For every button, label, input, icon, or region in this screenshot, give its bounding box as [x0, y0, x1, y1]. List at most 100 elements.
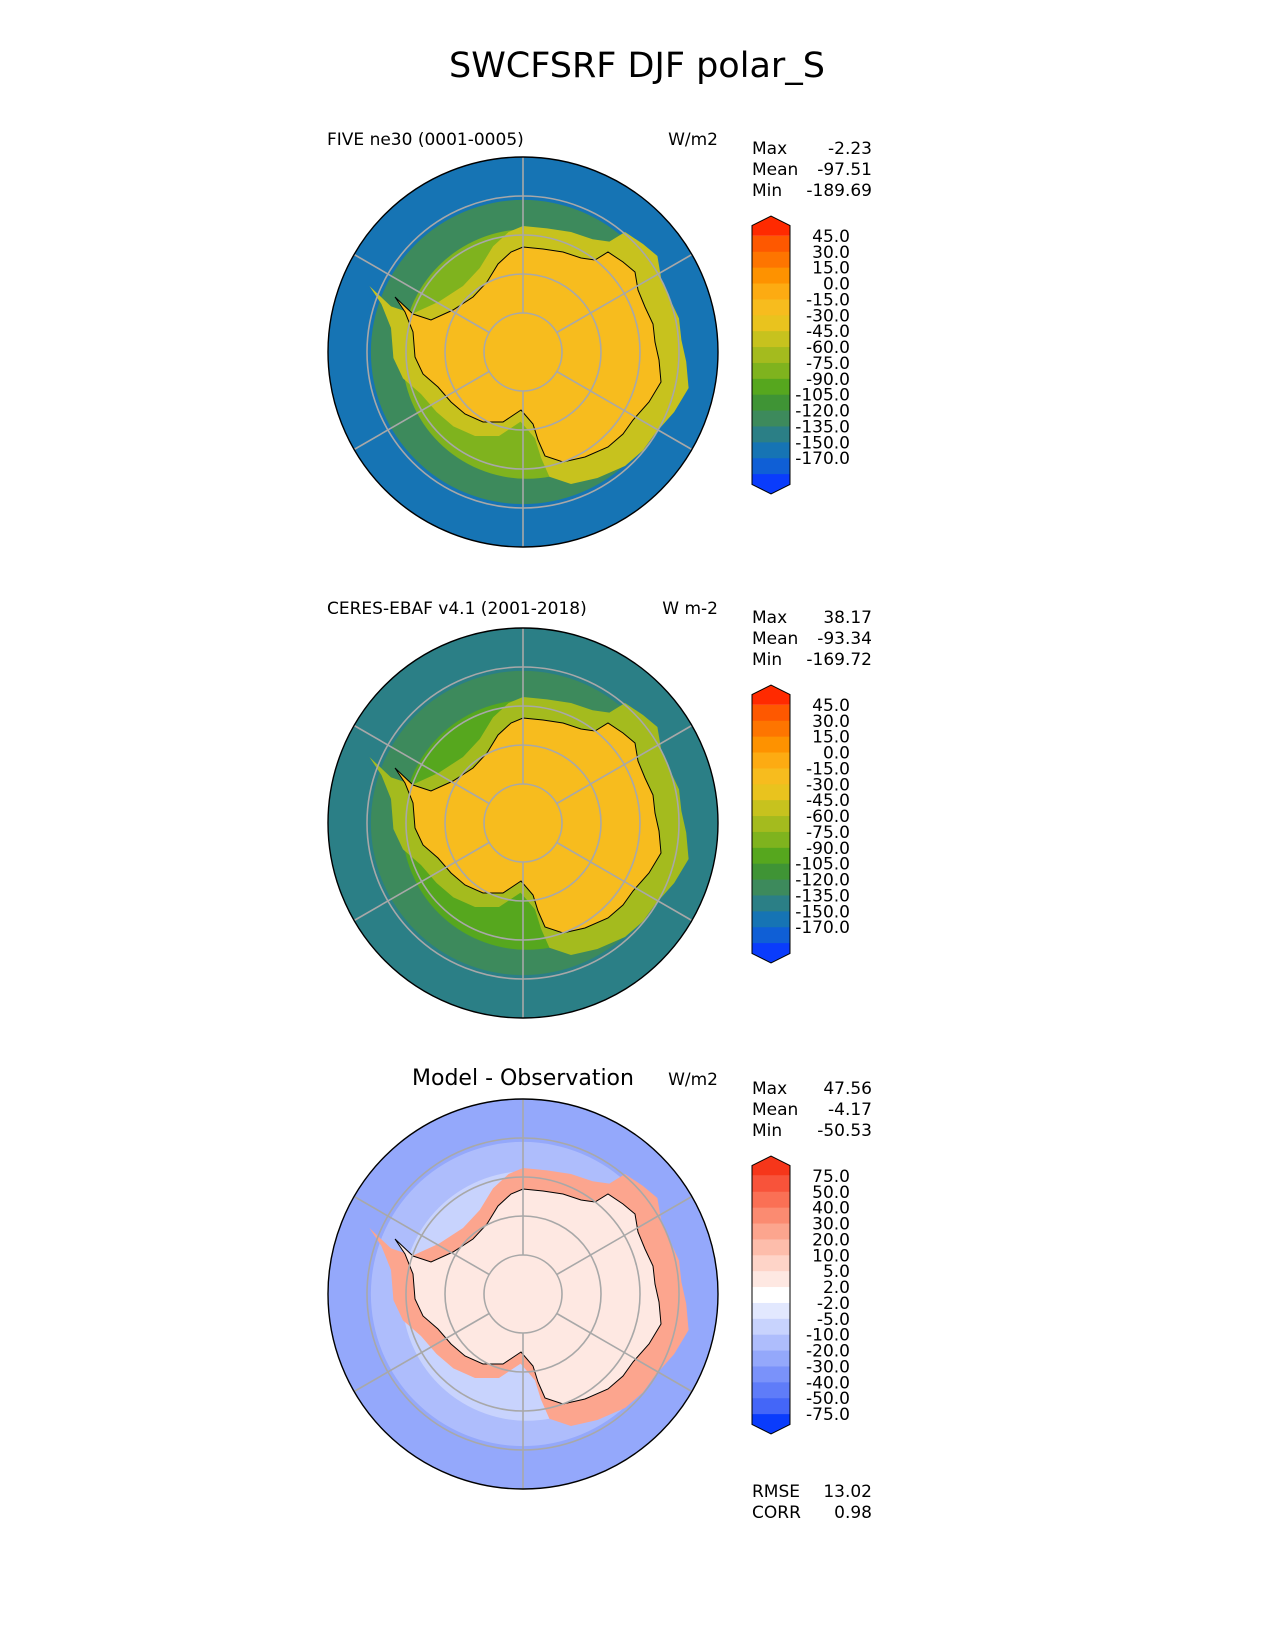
map-boundary: [327, 627, 719, 1019]
colorbar-segment: [752, 895, 790, 912]
colorbar-tick-label: -45.0: [806, 322, 850, 342]
stat-label: Min: [752, 650, 782, 670]
colorbar-segment: [752, 1350, 790, 1367]
colorbar-segment: [752, 331, 790, 348]
colorbar-segment: [752, 378, 790, 396]
stat-label: Max: [752, 1079, 787, 1099]
colorbar-tick-label: 30.0: [812, 1215, 850, 1235]
colorbar-segment: [752, 458, 790, 475]
longitude-gridline: [353, 724, 490, 805]
panel-title: Model - Observation: [412, 1066, 634, 1091]
colorbar-segment: [752, 1318, 790, 1336]
colorbar-tick-label: 15.0: [812, 259, 850, 279]
colorbar-tick-label: -2.0: [817, 1294, 850, 1314]
colorbar-tick-label: 30.0: [812, 712, 850, 732]
colorbar-tick-label: -135.0: [795, 886, 850, 906]
colorbar-tick-label: -60.0: [806, 807, 850, 827]
colorbar-segment: [752, 863, 790, 881]
panel-title: FIVE ne30 (0001-0005): [327, 130, 524, 150]
stat-value: -169.72: [806, 650, 872, 670]
longitude-gridline: [556, 253, 693, 334]
colorbar-tick-label: -75.0: [806, 354, 850, 374]
map-field: [328, 157, 718, 547]
longitude-gridline: [556, 724, 693, 805]
colorbar-tick-label: -75.0: [806, 1405, 850, 1425]
colorbar-segment: [752, 410, 790, 427]
colorbar-tick-label: -90.0: [806, 839, 850, 859]
stat-value: -189.69: [806, 181, 872, 201]
longitude-gridline: [353, 1195, 490, 1276]
colorbar-segment: [752, 847, 790, 865]
metric-label: RMSE: [752, 1482, 800, 1502]
panel-units: W/m2: [668, 1070, 718, 1090]
stat-label: Mean: [752, 1100, 798, 1120]
colorbar-segment: [752, 362, 790, 380]
colorbar-tick-label: 40.0: [812, 1199, 850, 1219]
colorbar-tick-label: -15.0: [806, 759, 850, 779]
colorbar-segment: [752, 1398, 790, 1415]
figure-title: SWCFSRF DJF polar_S: [449, 46, 825, 86]
colorbar-segment: [752, 283, 790, 300]
colorbar-extend-top: [752, 1156, 790, 1176]
longitude-gridline: [556, 1312, 693, 1393]
colorbar-outline: [751, 684, 791, 964]
stat-label: Max: [752, 139, 787, 159]
colorbar-tick-label: -30.0: [806, 775, 850, 795]
colorbar-tick-label: 45.0: [812, 227, 850, 247]
colorbar-tick-label: -90.0: [806, 370, 850, 390]
colorbar-segment: [752, 347, 790, 364]
longitude-gridline: [556, 370, 693, 451]
colorbar-tick-label: -75.0: [806, 823, 850, 843]
colorbar-tick-label: 2.0: [823, 1278, 850, 1298]
field-continent: [395, 1189, 661, 1404]
colorbar-tick-label: -30.0: [806, 1357, 850, 1377]
stat-label: Mean: [752, 629, 798, 649]
colorbar-segment: [752, 768, 790, 785]
colorbar: 45.030.015.00.0-15.0-30.0-45.0-60.0-75.0…: [751, 215, 850, 495]
colorbar-segment: [752, 736, 790, 754]
colorbar-segment: [752, 720, 790, 738]
colorbar-tick-label: -10.0: [806, 1326, 850, 1346]
colorbar: 75.050.040.030.020.010.05.02.0-2.0-5.0-1…: [751, 1155, 850, 1435]
colorbar-segment: [752, 1207, 790, 1225]
panel-title: CERES-EBAF v4.1 (2001-2018): [327, 599, 587, 619]
panel-2: CERES-EBAF v4.1 (2001-2018) W m-2 Max 38.17…: [327, 599, 872, 1019]
map-field: [328, 628, 718, 1018]
colorbar-tick-label: 5.0: [823, 1262, 850, 1282]
colorbar-segment: [752, 315, 790, 332]
colorbar-tick-label: -120.0: [795, 402, 850, 422]
colorbar-outline: [751, 215, 791, 495]
colorbar-segment: [752, 1366, 790, 1383]
stat-label: Min: [752, 1121, 782, 1141]
colorbar-segment: [752, 1175, 790, 1193]
longitude-gridline: [556, 841, 693, 922]
colorbar-tick-label: -50.0: [806, 1389, 850, 1409]
stat-value: -4.17: [828, 1100, 872, 1120]
stat-label: Mean: [752, 160, 798, 180]
map-field: [328, 1099, 718, 1489]
colorbar-segment: [752, 927, 790, 944]
colorbar-tick-label: 20.0: [812, 1230, 850, 1250]
colorbar-tick-label: -105.0: [795, 386, 850, 406]
metric-label: CORR: [752, 1503, 801, 1523]
colorbar-tick-label: 0.0: [823, 275, 850, 295]
colorbar-tick-label: 50.0: [812, 1183, 850, 1203]
colorbar-segment: [752, 235, 790, 253]
colorbar-extend-top: [752, 216, 790, 236]
longitude-gridline: [353, 1312, 490, 1393]
panel-1: FIVE ne30 (0001-0005) W/m2 Max -2.23 Mean -97…: [327, 130, 872, 548]
colorbar-tick-label: 15.0: [812, 728, 850, 748]
field-continent: [395, 718, 661, 933]
colorbar-segment: [752, 752, 790, 769]
colorbar-tick-label: -135.0: [795, 417, 850, 437]
stat-label: Min: [752, 181, 782, 201]
metric-value: 13.02: [823, 1482, 872, 1502]
stat-value: -50.53: [817, 1121, 872, 1141]
panel-units: W m-2: [662, 599, 718, 619]
coastline: [394, 717, 662, 934]
colorbar-segment: [752, 442, 790, 459]
colorbar-segment: [752, 1302, 790, 1320]
map-boundary: [327, 1098, 719, 1490]
colorbar-tick-label: 0.0: [823, 744, 850, 764]
